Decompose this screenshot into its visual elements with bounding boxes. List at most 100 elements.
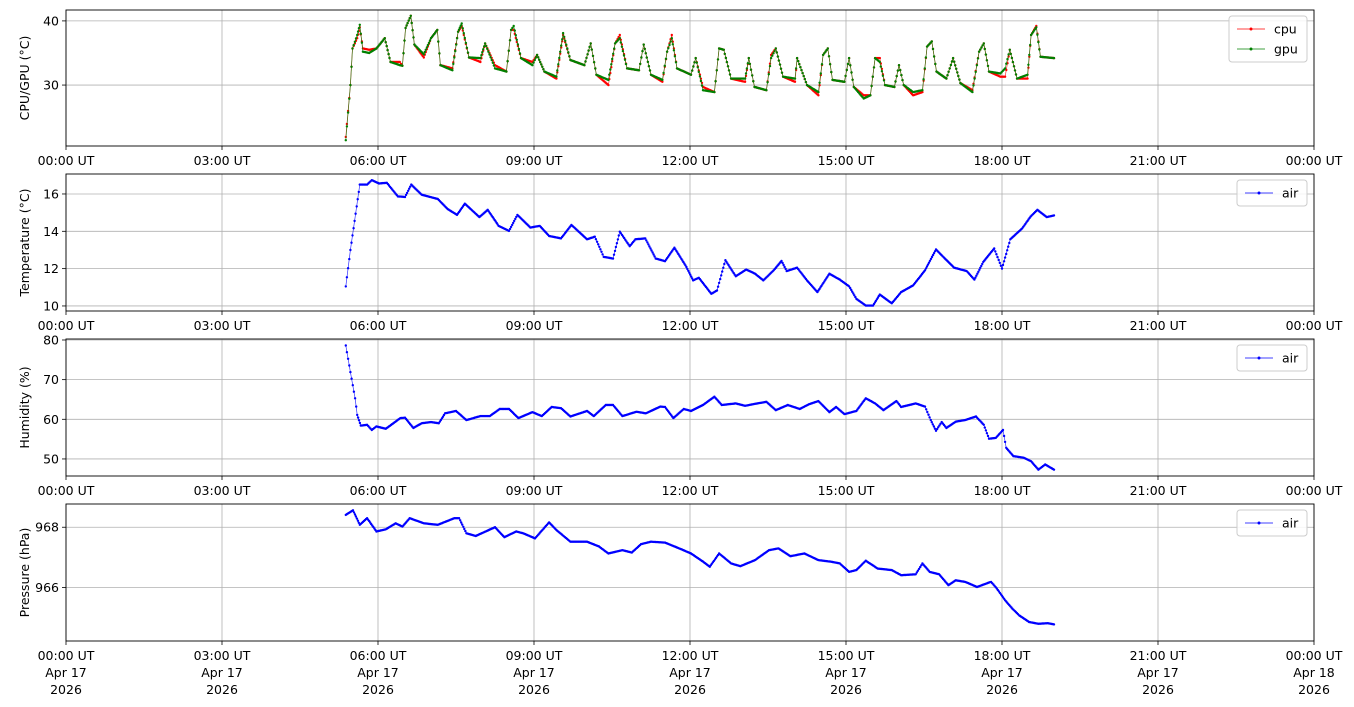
data-point [350, 65, 353, 69]
data-point [743, 80, 747, 84]
data-point [356, 413, 359, 417]
data-point [694, 56, 697, 60]
data-point [557, 63, 560, 66]
legend-marker-air [1257, 356, 1261, 360]
data-point [1026, 77, 1029, 80]
data-point [611, 257, 615, 260]
data-point [532, 61, 535, 64]
data-point [1006, 57, 1009, 61]
data-point [514, 34, 517, 37]
x-tick-label: 06:00 UT [350, 153, 407, 168]
x-tick-year: 2026 [362, 682, 394, 697]
data-point [715, 289, 719, 292]
data-point [698, 75, 702, 78]
data-point [693, 61, 696, 64]
data-point [486, 47, 489, 51]
data-point [695, 61, 698, 64]
data-point [977, 270, 980, 273]
data-point [607, 83, 610, 87]
data-point [648, 69, 652, 72]
x-tick-year: 2026 [518, 682, 550, 697]
legend: air [1236, 509, 1308, 537]
data-point [535, 53, 539, 57]
data-point [932, 55, 936, 58]
data-point [689, 273, 692, 276]
data-point [583, 63, 586, 67]
data-point [457, 28, 461, 31]
data-point [1052, 623, 1056, 626]
data-point [854, 295, 857, 299]
y-tick-label: 12 [43, 261, 59, 276]
data-point [348, 97, 351, 101]
data-point [930, 255, 934, 259]
data-point [482, 48, 485, 51]
x-tick-date: Apr 17 [513, 665, 555, 680]
data-point [661, 78, 664, 82]
x-tick-date: Apr 17 [1137, 665, 1179, 680]
data-point [978, 268, 981, 271]
data-point [765, 89, 768, 92]
data-point [427, 41, 431, 44]
data-point [436, 28, 439, 32]
data-point [599, 248, 602, 251]
data-point [1005, 252, 1008, 256]
data-point [847, 56, 851, 60]
data-point [932, 252, 936, 255]
data-point [349, 370, 352, 374]
data-point [949, 63, 953, 67]
data-point [985, 59, 989, 62]
data-point [746, 62, 750, 65]
data-point [830, 70, 833, 74]
x-tick-label: 12:00 UT [662, 648, 719, 663]
data-point [461, 27, 464, 30]
data-point [616, 238, 620, 241]
data-point [955, 67, 958, 71]
data-point [385, 44, 388, 48]
data-point [464, 41, 468, 45]
data-point [849, 286, 852, 290]
data-point [1002, 260, 1006, 263]
data-point [931, 253, 935, 257]
x-tick-label: 06:00 UT [350, 648, 407, 663]
data-point [453, 56, 456, 59]
data-point [669, 40, 672, 43]
data-point [387, 52, 390, 56]
legend-label-air: air [1282, 186, 1299, 201]
data-point [716, 285, 720, 288]
x-tick-label: 12:00 UT [662, 483, 719, 498]
data-point [747, 56, 750, 60]
data-point [893, 85, 896, 89]
legend-marker-gpu [1249, 47, 1253, 51]
data-point [608, 73, 611, 76]
data-point [933, 427, 937, 430]
data-point [817, 94, 820, 97]
data-point [442, 413, 446, 417]
data-point [612, 253, 616, 256]
data-point [1011, 60, 1015, 64]
data-point [409, 185, 412, 188]
data-point [561, 38, 564, 41]
data-point [1037, 40, 1040, 44]
data-point [513, 219, 516, 223]
data-point [957, 74, 960, 78]
data-point [344, 285, 347, 288]
legend-label-gpu: gpu [1274, 42, 1298, 57]
data-point [881, 74, 885, 78]
data-point [931, 47, 935, 51]
data-point [601, 253, 604, 256]
y-tick-label: 60 [43, 412, 59, 427]
data-point [819, 72, 822, 75]
data-point [622, 54, 626, 57]
data-point [404, 26, 407, 30]
data-point [351, 47, 354, 50]
data-point [799, 65, 802, 69]
data-point [648, 245, 651, 248]
data-point [462, 32, 465, 35]
legend-marker-air [1257, 191, 1261, 195]
data-point [803, 77, 806, 81]
legend-label-air: air [1282, 516, 1299, 531]
data-point [354, 37, 358, 40]
data-point [356, 519, 360, 522]
data-point [670, 37, 673, 40]
data-point [915, 571, 918, 574]
